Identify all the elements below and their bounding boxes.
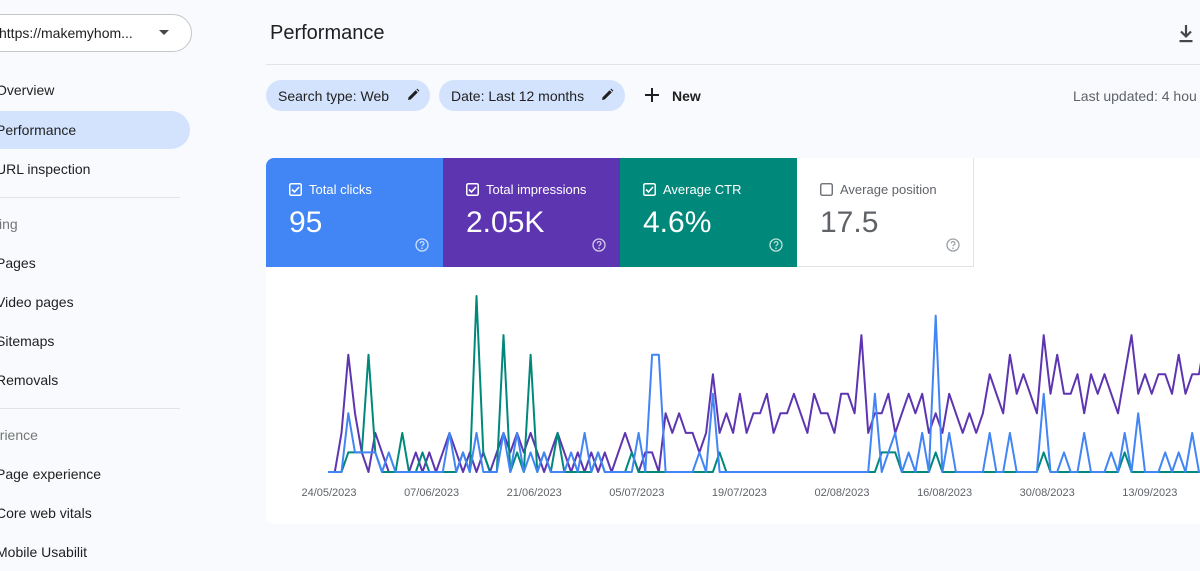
x-tick-label: 13/09/2023 [1122, 487, 1177, 499]
sidebar-item-label: Removals [0, 372, 59, 388]
metric-average-position[interactable]: Average position 17.5 [797, 158, 974, 267]
metric-label: Average position [840, 182, 937, 197]
date-filter-label: Date: Last 12 months [451, 87, 585, 104]
x-tick-label: 19/07/2023 [712, 487, 767, 499]
checkbox-checked-icon[interactable] [289, 183, 302, 196]
sidebar: https://makemyhom... Overview Performanc… [0, 0, 200, 560]
sidebar-item-mobile-usability[interactable]: Mobile Usabilit [0, 533, 190, 571]
x-tick-label: 05/07/2023 [609, 487, 664, 499]
sidebar-item-removals[interactable]: Removals [0, 361, 190, 399]
sidebar-section-indexing: xing [0, 216, 18, 232]
sidebar-item-label: URL inspection [0, 161, 91, 177]
sidebar-item-performance[interactable]: Performance [0, 111, 190, 149]
x-tick-label: 07/06/2023 [404, 487, 459, 499]
metric-value: 4.6% [643, 206, 712, 239]
metric-average-ctr[interactable]: Average CTR 4.6% [620, 158, 797, 267]
metric-label: Total impressions [486, 182, 587, 197]
new-filter-label: New [672, 88, 701, 104]
x-tick-label: 30/08/2023 [1020, 487, 1075, 499]
metric-value: 2.05K [466, 206, 545, 239]
metric-total-clicks[interactable]: Total clicks 95 [266, 158, 443, 267]
property-selector[interactable]: https://makemyhom... [0, 14, 192, 52]
chevron-down-icon [159, 30, 169, 35]
sidebar-section-experience: erience [0, 427, 38, 443]
sidebar-item-url-inspection[interactable]: URL inspection [0, 150, 190, 188]
search-type-filter-chip[interactable]: Search type: Web [266, 80, 430, 111]
x-tick-label: 24/05/2023 [301, 487, 356, 499]
property-selector-label: https://makemyhom... [0, 25, 133, 41]
checkbox-checked-icon[interactable] [466, 183, 479, 196]
x-tick-label: 16/08/2023 [917, 487, 972, 499]
sidebar-item-label: Mobile Usabilit [0, 544, 88, 560]
search-type-label: Search type: Web [278, 87, 390, 104]
download-icon[interactable] [1178, 24, 1194, 44]
sidebar-item-video-pages[interactable]: Video pages [0, 283, 190, 321]
help-icon[interactable] [769, 238, 783, 252]
sidebar-item-label: Sitemaps [0, 333, 55, 349]
x-tick-label: 21/06/2023 [507, 487, 562, 499]
performance-chart[interactable]: 24/05/2023 07/06/2023 21/06/2023 05/07/2023… [266, 268, 1200, 524]
chart-series-layer [328, 295, 1200, 473]
page-title: Performance [270, 22, 385, 44]
sidebar-item-core-web-vitals[interactable]: Core web vitals [0, 494, 190, 532]
metric-label: Total clicks [309, 182, 372, 197]
series-line-total-impressions [328, 334, 1200, 473]
series-line-total-clicks [328, 314, 1200, 473]
sidebar-item-label: Overview [0, 82, 55, 98]
metric-value: 17.5 [820, 206, 879, 239]
metric-total-impressions[interactable]: Total impressions 2.05K [443, 158, 620, 267]
plus-icon [645, 88, 659, 102]
edit-pencil-icon [408, 88, 420, 100]
checkbox-unchecked-icon[interactable] [820, 183, 833, 196]
help-icon[interactable] [415, 238, 429, 252]
checkbox-checked-icon[interactable] [643, 183, 656, 196]
sidebar-item-page-experience[interactable]: Page experience [0, 455, 190, 493]
sidebar-divider [0, 408, 180, 409]
sidebar-item-pages[interactable]: Pages [0, 244, 190, 282]
edit-pencil-icon [602, 88, 614, 100]
metric-label: Average CTR [663, 182, 742, 197]
help-icon[interactable] [946, 238, 960, 252]
series-line-average-ctr [328, 295, 1200, 473]
x-tick-label: 02/08/2023 [814, 487, 869, 499]
performance-card: Total clicks 95 Total impressions 2.05K … [266, 158, 1200, 524]
header-divider [266, 64, 1200, 65]
sidebar-item-label: Performance [0, 122, 77, 138]
sidebar-item-label: Page experience [0, 466, 102, 482]
metric-value: 95 [289, 206, 323, 239]
help-icon[interactable] [592, 238, 606, 252]
date-filter-chip[interactable]: Date: Last 12 months [439, 80, 625, 111]
sidebar-item-overview[interactable]: Overview [0, 71, 190, 109]
sidebar-item-label: Core web vitals [0, 505, 92, 521]
sidebar-divider [0, 197, 180, 198]
sidebar-item-sitemaps[interactable]: Sitemaps [0, 322, 190, 360]
sidebar-item-label: Pages [0, 255, 36, 271]
chart-x-axis: 24/05/2023 07/06/2023 21/06/2023 05/07/2023… [301, 487, 1177, 499]
last-updated-text: Last updated: 4 hou [1073, 88, 1197, 104]
sidebar-item-label: Video pages [0, 294, 74, 310]
